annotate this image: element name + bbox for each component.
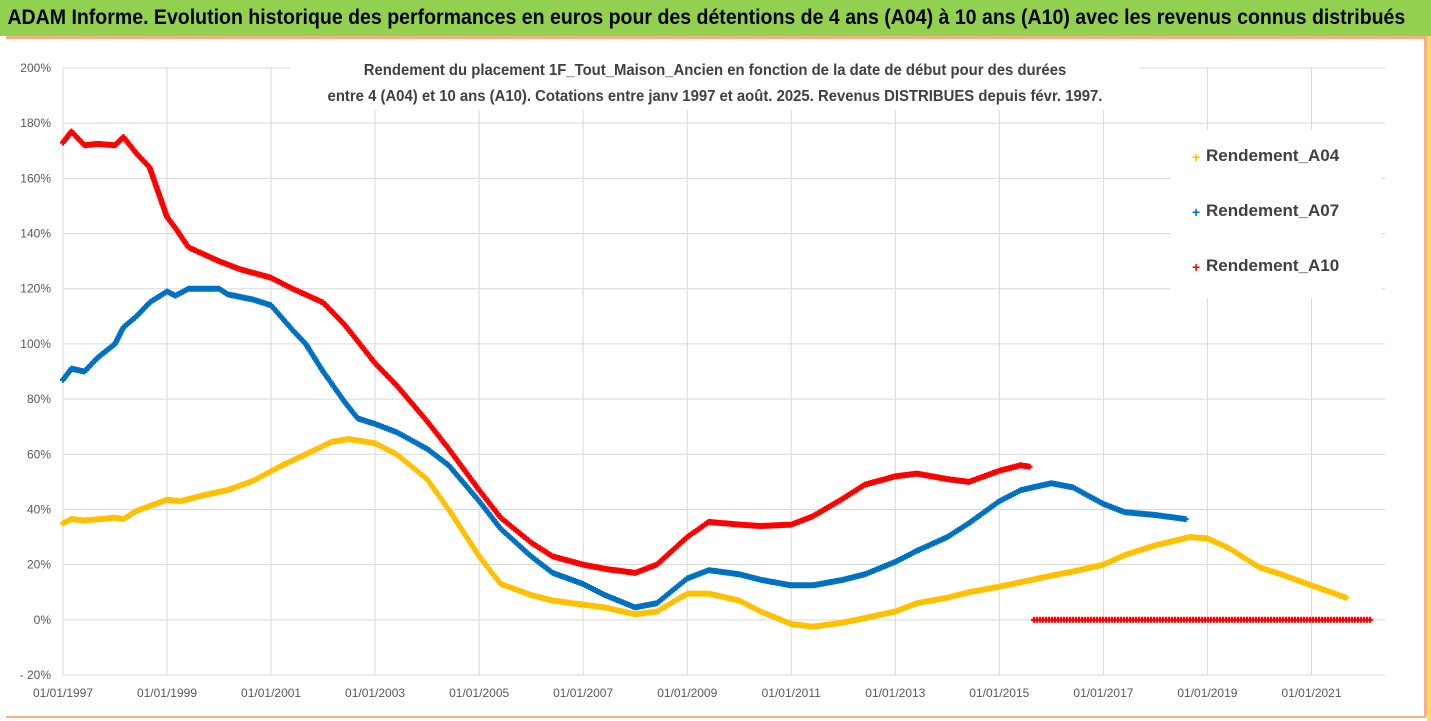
frame-edge-top bbox=[6, 36, 1426, 39]
x-tick-label: 01/01/2017 bbox=[1073, 686, 1133, 700]
y-tick-label: 160% bbox=[20, 171, 51, 185]
y-tick-label: 80% bbox=[27, 392, 51, 406]
legend-label-a07: Rendement_A07 bbox=[1206, 201, 1340, 220]
frame-edge-right bbox=[1424, 36, 1427, 716]
legend-label-a04: Rendement_A04 bbox=[1206, 146, 1340, 165]
x-tick-label: 01/01/2013 bbox=[865, 686, 925, 700]
y-tick-label: 40% bbox=[27, 502, 51, 516]
legend-marker-a07: + bbox=[1192, 204, 1201, 220]
x-tick-label: 01/01/2021 bbox=[1281, 686, 1341, 700]
legend-item-a10: + Rendement_A10 bbox=[1192, 256, 1340, 276]
x-tick-label: 01/01/2003 bbox=[345, 686, 405, 700]
legend-item-a04: + Rendement_A04 bbox=[1192, 146, 1340, 166]
title-bar: ADAM Informe. Evolution historique des p… bbox=[0, 0, 1431, 36]
page-title: ADAM Informe. Evolution historique des p… bbox=[7, 6, 1406, 29]
y-tick-label: 100% bbox=[20, 337, 51, 351]
y-tick-label: 120% bbox=[20, 282, 51, 296]
legend-label-a10: Rendement_A10 bbox=[1206, 256, 1340, 275]
x-tick-label: 01/01/2009 bbox=[657, 686, 717, 700]
y-tick-label: 200% bbox=[20, 61, 51, 75]
series-a10-markers bbox=[60, 128, 1033, 576]
series-a04-markers bbox=[60, 436, 1350, 630]
x-tick-label: 01/01/2019 bbox=[1177, 686, 1237, 700]
x-tick-label: 01/01/1997 bbox=[33, 686, 93, 700]
x-tick-label: 01/01/2005 bbox=[449, 686, 509, 700]
chart-subtitle: Rendement du placement 1F_Tout_Maison_An… bbox=[290, 58, 1140, 110]
y-tick-label: - 20% bbox=[20, 668, 52, 682]
chart-subtitle-line-2: entre 4 (A04) et 10 ans (A10). Cotations… bbox=[327, 88, 1103, 105]
chart-subtitle-line-1: Rendement du placement 1F_Tout_Maison_An… bbox=[363, 62, 1067, 79]
x-tick-label: 01/01/2011 bbox=[762, 686, 821, 700]
y-tick-label: 140% bbox=[20, 227, 51, 241]
legend-marker-a04: + bbox=[1192, 149, 1201, 165]
x-tick-label: 01/01/2001 bbox=[241, 686, 301, 700]
frame-strip bbox=[1427, 36, 1431, 721]
x-tick-label: 01/01/1999 bbox=[137, 686, 197, 700]
legend-item-a07: + Rendement_A07 bbox=[1192, 201, 1340, 221]
y-tick-label: 20% bbox=[27, 558, 51, 572]
series-a07-markers bbox=[60, 285, 1189, 611]
y-tick-label: 0% bbox=[34, 613, 52, 627]
y-tick-label: 60% bbox=[27, 447, 51, 461]
series-a10-zero-segment bbox=[1030, 616, 1373, 623]
frame-edge-bottom bbox=[6, 716, 1426, 718]
x-tick-label: 01/01/2015 bbox=[969, 686, 1029, 700]
x-tick-label: 01/01/2007 bbox=[553, 686, 613, 700]
chart-legend: + Rendement_A04 + Rendement_A07 + Rendem… bbox=[1170, 130, 1382, 298]
y-tick-label: 180% bbox=[20, 116, 51, 130]
legend-marker-a10: + bbox=[1192, 259, 1201, 275]
